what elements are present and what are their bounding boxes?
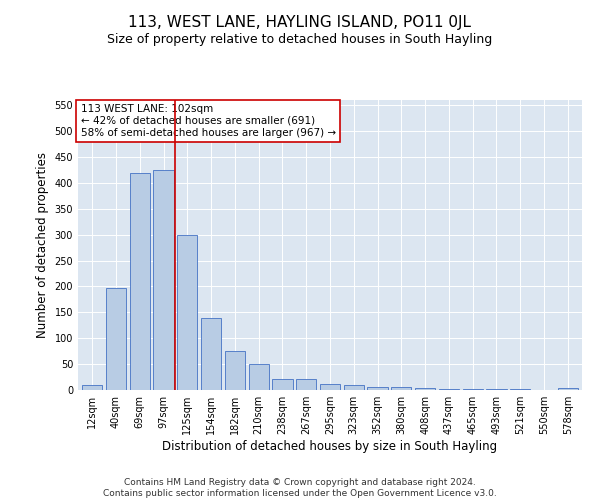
Bar: [248, 364, 269, 390]
Bar: [177, 234, 197, 390]
Bar: [557, 388, 578, 390]
Text: Contains HM Land Registry data © Crown copyright and database right 2024.
Contai: Contains HM Land Registry data © Crown c…: [103, 478, 497, 498]
Text: 113, WEST LANE, HAYLING ISLAND, PO11 0JL: 113, WEST LANE, HAYLING ISLAND, PO11 0JL: [128, 15, 472, 30]
Bar: [391, 388, 412, 390]
Bar: [344, 385, 364, 390]
Bar: [201, 318, 221, 390]
Bar: [154, 170, 173, 390]
Bar: [106, 288, 126, 390]
Text: Size of property relative to detached houses in South Hayling: Size of property relative to detached ho…: [107, 32, 493, 46]
Bar: [272, 378, 293, 390]
Bar: [439, 389, 459, 390]
Bar: [130, 172, 150, 390]
Bar: [225, 351, 245, 390]
Bar: [320, 384, 340, 390]
Y-axis label: Number of detached properties: Number of detached properties: [36, 152, 49, 338]
Bar: [415, 388, 435, 390]
X-axis label: Distribution of detached houses by size in South Hayling: Distribution of detached houses by size …: [163, 440, 497, 453]
Text: 113 WEST LANE: 102sqm
← 42% of detached houses are smaller (691)
58% of semi-det: 113 WEST LANE: 102sqm ← 42% of detached …: [80, 104, 335, 138]
Bar: [82, 385, 103, 390]
Bar: [296, 378, 316, 390]
Bar: [367, 388, 388, 390]
